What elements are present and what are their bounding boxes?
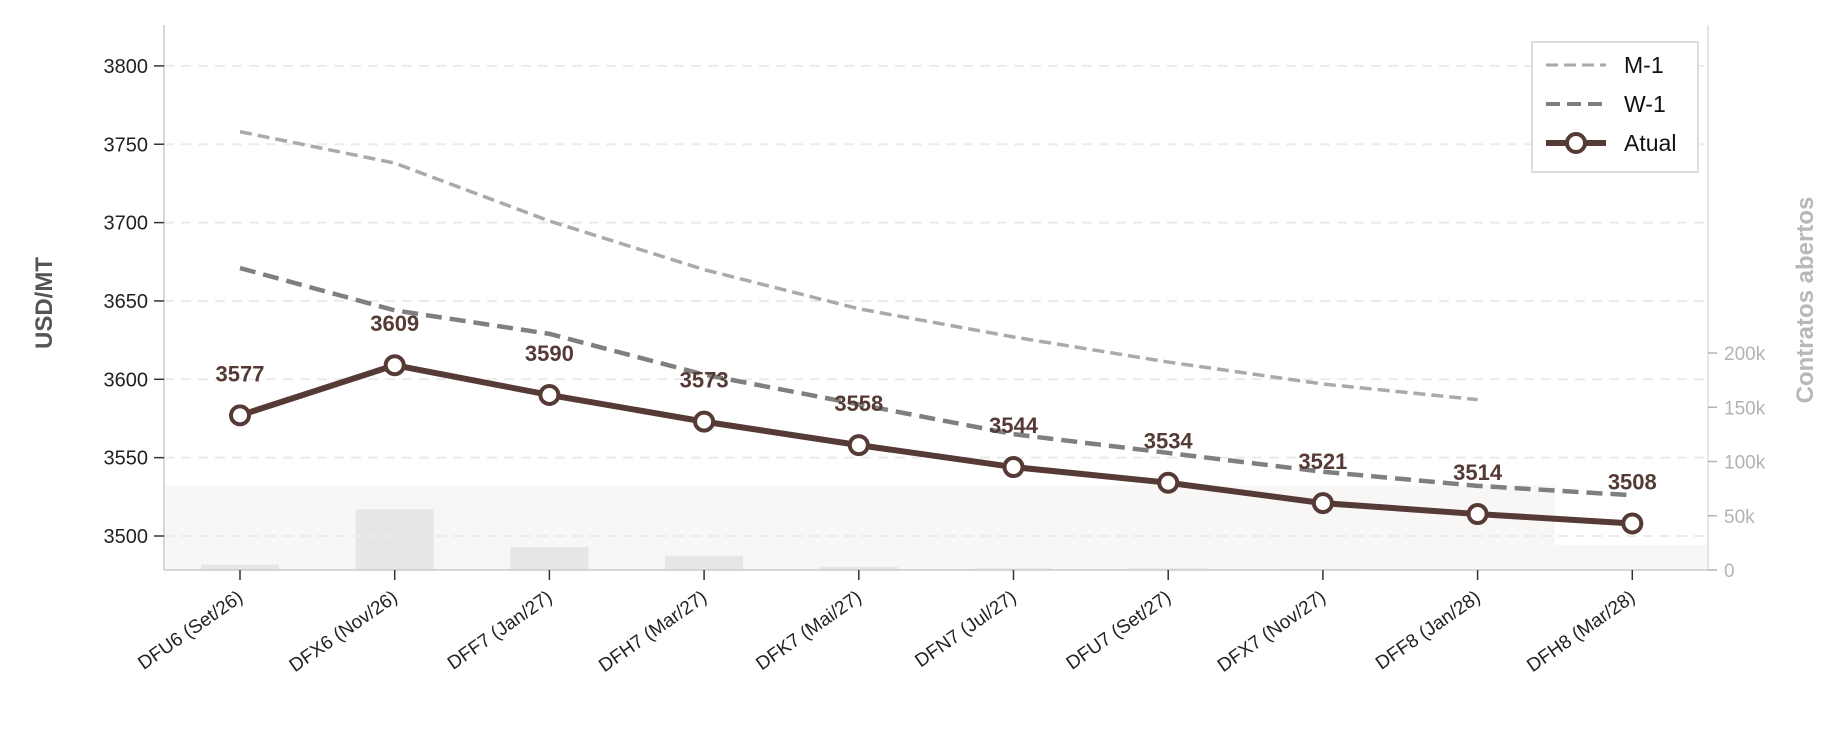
data-label: 3544	[989, 413, 1039, 438]
x-tick-label: DFU7 (Set/27)	[1063, 587, 1175, 674]
data-point-atual	[229, 404, 251, 427]
y-tick-label: 3500	[104, 526, 149, 548]
data-label: 3521	[1298, 449, 1347, 474]
open-interest-bar	[355, 509, 434, 570]
axes	[163, 25, 1709, 571]
data-point-atual	[1621, 512, 1644, 535]
series-line-w1	[239, 265, 1633, 498]
y-axis-ticks: 3500 3550 3600 3650 3700 3750 3800	[104, 56, 164, 548]
data-label: 3514	[1453, 460, 1503, 485]
y-tick-label: 3550	[104, 448, 149, 470]
legend-marker-atual	[1565, 132, 1587, 154]
secondary-y-tick-label: 150k	[1724, 398, 1766, 419]
data-point-atual	[693, 410, 716, 433]
x-tick-label: DFX6 (Nov/26)	[286, 587, 402, 677]
x-tick-label: DFU6 (Set/26)	[134, 587, 246, 674]
open-interest-bar	[510, 547, 589, 570]
data-label: 3609	[370, 311, 419, 336]
data-point-atual	[1157, 471, 1180, 494]
data-point-atual	[1311, 492, 1334, 515]
x-tick-label: DFH7 (Mar/27)	[595, 587, 711, 677]
secondary-y-tick-label: 100k	[1724, 453, 1766, 474]
data-point-atual	[847, 434, 870, 457]
legend-label-m1: M-1	[1624, 52, 1664, 78]
data-label: 3577	[216, 361, 265, 386]
x-tick-label: DFN7 (Jul/27)	[911, 587, 1020, 672]
data-label: 3558	[834, 391, 883, 416]
series-line-m1	[239, 129, 1478, 402]
y-tick-label: 3600	[104, 369, 149, 391]
x-tick-label: DFF7 (Jan/27)	[444, 587, 556, 674]
legend-label-w1: W-1	[1624, 91, 1666, 117]
x-axis-ticks: DFU6 (Set/26) DFX6 (Nov/26) DFF7 (Jan/27) D…	[134, 570, 1639, 677]
open-interest-bar	[819, 566, 898, 570]
grid	[164, 64, 1708, 537]
x-tick-label: DFH8 (Mar/28)	[1523, 587, 1639, 677]
data-labels: 3577 3609 3590 3573 3558 3544 3534 3521 3514 3508	[216, 311, 1657, 494]
open-interest-bars	[201, 509, 1362, 570]
data-label: 3590	[525, 341, 574, 366]
legend-box	[1531, 41, 1699, 173]
data-label: 3508	[1608, 469, 1657, 494]
series-line-atual	[239, 362, 1633, 527]
data-label: 3573	[680, 368, 729, 393]
open-interest-bar	[201, 564, 279, 570]
secondary-y-tick-label: 0	[1724, 561, 1735, 582]
data-point-atual	[1002, 456, 1025, 479]
data-label: 3534	[1144, 429, 1194, 454]
y-tick-label: 3700	[104, 213, 149, 235]
legend: M-1 W-1 Atual	[1531, 41, 1699, 173]
series	[229, 129, 1644, 535]
open-interest-bar	[665, 555, 744, 570]
data-point-atual	[383, 354, 406, 377]
secondary-y-axis-ticks: 0 50k 100k 150k 200k	[1708, 344, 1766, 582]
secondary-y-tick-label: 50k	[1724, 507, 1755, 528]
y-tick-label: 3650	[104, 291, 149, 313]
secondary-y-axis-title: Contratos abertos	[1792, 197, 1819, 404]
data-point-atual	[538, 383, 561, 406]
y-tick-label: 3750	[104, 134, 149, 156]
open-interest-bar	[1129, 568, 1208, 570]
data-point-atual	[1466, 503, 1489, 526]
x-tick-label: DFK7 (Mai/27)	[752, 587, 865, 675]
legend-label-atual: Atual	[1624, 130, 1676, 156]
x-tick-label: DFF8 (Jan/28)	[1372, 587, 1484, 674]
y-axis-title: USD/MT	[31, 257, 58, 349]
secondary-y-tick-label: 200k	[1724, 344, 1766, 365]
x-tick-label: DFX7 (Nov/27)	[1214, 587, 1330, 677]
open-interest-bar	[974, 568, 1053, 570]
y-tick-label: 3800	[104, 56, 149, 78]
